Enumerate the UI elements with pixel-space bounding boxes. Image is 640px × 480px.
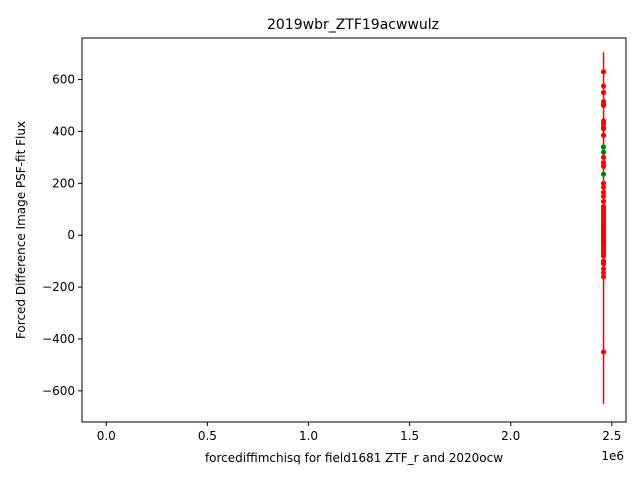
y-axis-label: Forced Difference Image PSF-fit Flux xyxy=(14,121,28,339)
x-axis-label: forcediffimchisq for field1681 ZTF_r and… xyxy=(205,451,503,465)
data-point xyxy=(600,121,607,127)
x-tick-label: 1.0 xyxy=(299,429,318,443)
data-point xyxy=(600,144,607,150)
data-point xyxy=(600,69,607,75)
y-tick-label: −200 xyxy=(42,280,75,294)
x-axis-offset-label: 1e6 xyxy=(601,449,624,463)
data-point xyxy=(600,132,607,138)
data-series xyxy=(600,52,607,404)
x-tick-label: 0.5 xyxy=(198,429,217,443)
data-series xyxy=(600,144,607,177)
x-axis: 0.0 0.5 1.0 1.5 2.0 2.5 xyxy=(97,422,621,443)
data-point xyxy=(600,189,607,195)
data-point xyxy=(600,126,607,132)
chart-title: 2019wbr_ZTF19acwwulz xyxy=(267,17,439,33)
data-point xyxy=(600,154,607,160)
y-tick-label: −600 xyxy=(42,384,75,398)
x-tick-label: 0.0 xyxy=(97,429,116,443)
y-tick-label: 200 xyxy=(52,176,75,190)
y-tick-label: −400 xyxy=(42,332,75,346)
y-tick-label: 400 xyxy=(52,124,75,138)
data-point xyxy=(600,266,607,272)
data-point xyxy=(600,83,607,89)
x-tick-label: 2.0 xyxy=(501,429,520,443)
data-point xyxy=(600,261,607,267)
y-tick-label: 0 xyxy=(67,228,75,242)
data-point xyxy=(600,171,607,177)
data-point xyxy=(600,163,607,170)
data-point xyxy=(600,102,607,109)
data-point xyxy=(600,193,607,199)
data-point xyxy=(600,198,607,205)
data-point xyxy=(600,89,607,96)
data-point xyxy=(600,149,607,155)
data-point xyxy=(600,274,607,280)
plot-frame xyxy=(81,37,627,423)
x-tick-label: 1.5 xyxy=(400,429,419,443)
data-point xyxy=(600,184,607,190)
plot-area xyxy=(600,52,607,404)
y-axis: −600 −400 −200 0 200 400 600 xyxy=(42,73,82,398)
y-tick-label: 600 xyxy=(52,73,75,87)
data-point xyxy=(600,253,607,259)
data-point xyxy=(600,180,607,186)
data-point xyxy=(600,270,607,276)
data-point xyxy=(600,349,607,355)
x-tick-label: 2.5 xyxy=(602,429,621,443)
